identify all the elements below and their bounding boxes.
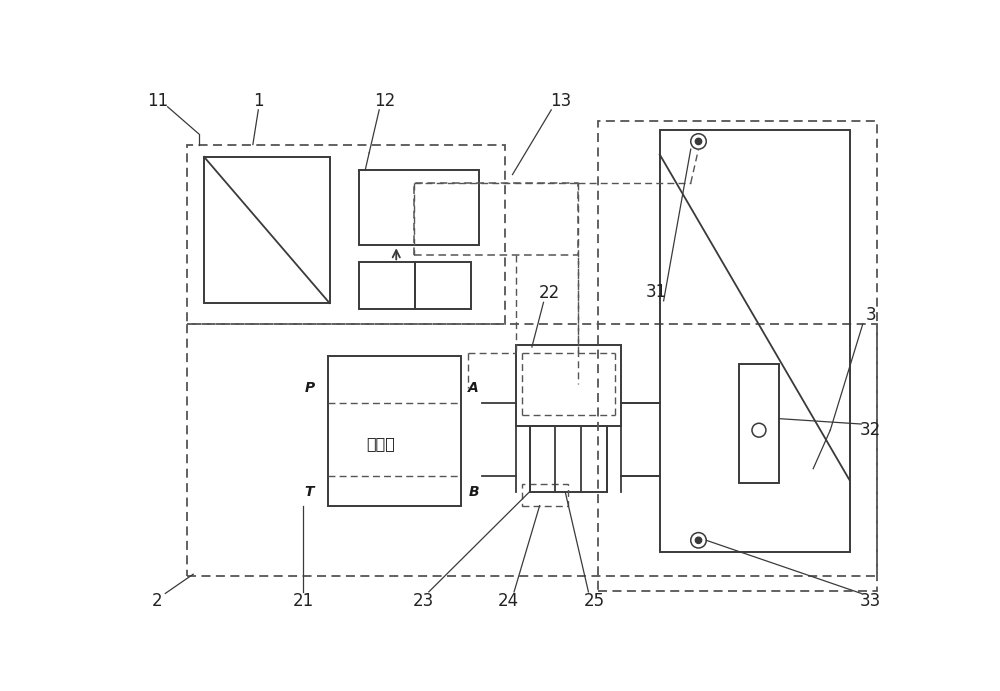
Text: 3: 3 [865, 305, 876, 323]
Circle shape [695, 537, 702, 543]
Text: 1: 1 [253, 92, 264, 110]
Text: 23: 23 [413, 592, 434, 610]
Bar [414, 183, 578, 254]
Bar [359, 170, 479, 245]
Bar [660, 130, 850, 552]
Bar [187, 144, 505, 324]
Text: T: T [305, 485, 314, 499]
Text: 液压阀: 液压阀 [366, 437, 395, 451]
Bar [598, 122, 877, 591]
Text: 12: 12 [374, 92, 395, 110]
Text: 33: 33 [860, 592, 881, 610]
Text: 21: 21 [293, 592, 314, 610]
Bar [328, 357, 461, 507]
Text: 31: 31 [645, 283, 666, 301]
Text: B: B [468, 485, 479, 499]
Text: 25: 25 [583, 592, 604, 610]
Text: 11: 11 [147, 92, 168, 110]
Bar [739, 364, 779, 483]
Text: 2: 2 [152, 592, 163, 610]
Text: 24: 24 [498, 592, 519, 610]
Text: P: P [304, 381, 315, 395]
Text: 32: 32 [860, 422, 881, 439]
Text: A: A [468, 381, 479, 395]
Bar [187, 324, 877, 576]
Bar [530, 426, 607, 492]
Circle shape [695, 138, 702, 144]
Text: 13: 13 [550, 92, 571, 110]
Bar [522, 484, 568, 506]
Text: 22: 22 [539, 284, 560, 302]
Bar [415, 263, 471, 308]
Bar [204, 157, 330, 303]
Bar [359, 263, 415, 308]
Bar [516, 345, 621, 426]
